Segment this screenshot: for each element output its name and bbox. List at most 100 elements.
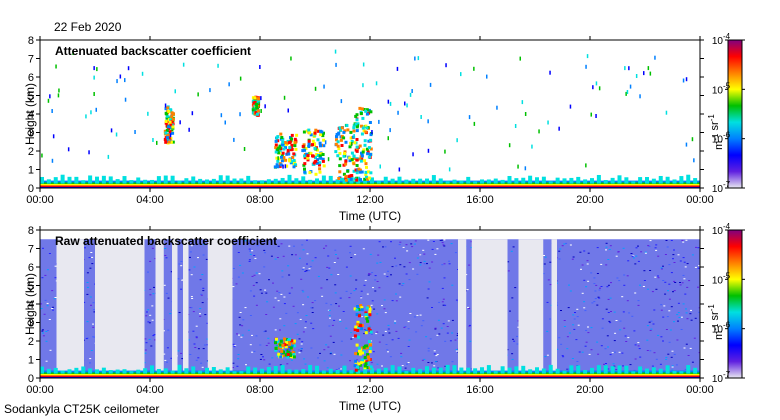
noise-speck [202,348,205,350]
noise-speck [202,290,205,292]
cloud-cell [359,112,363,115]
noise-speck [650,328,653,330]
noise-speck [264,252,266,254]
noise-speck [300,278,303,280]
noise-speck [46,330,49,331]
noise-speck [516,343,519,345]
cloud-cell [284,158,288,162]
boundary-layer-edge [383,176,388,184]
speckle [260,109,262,113]
cloud-cell [367,340,371,344]
noise-speck [597,296,600,298]
noise-speck [352,336,355,338]
speckle [277,156,279,161]
noise-speck [679,284,682,286]
speckle [107,154,110,159]
noise-speck [83,301,86,303]
colorbar-tick-label: 10-4 [712,32,731,47]
speckle [396,66,399,71]
noise-speck [187,339,190,341]
boundary-layer-edge [88,175,93,184]
noise-speck [647,245,650,247]
noise-speck [353,290,356,292]
noise-speck [677,312,680,314]
noise-speck [163,330,165,332]
noise-speck [374,275,377,277]
y-tick-label: 2 [28,146,34,158]
noise-speck [593,277,596,279]
noise-speck [371,300,374,302]
noise-speck [150,240,153,242]
noise-speck [181,279,184,281]
noise-speck [325,344,328,346]
noise-speck [637,342,640,344]
noise-speck [386,349,389,351]
noise-speck [203,243,205,245]
boundary-layer-edge [528,369,533,374]
noise-speck [321,295,324,297]
speckle [514,124,517,128]
cloud-cell [364,124,368,128]
low-signal-region [95,239,145,378]
cloud-cell [367,146,371,150]
noise-speck [151,247,154,249]
noise-speck [355,279,358,281]
noise-speck [467,306,469,308]
noise-speck [335,254,337,255]
noise-speck [558,250,561,252]
cloud-cell [307,139,311,143]
boundary-layer-edge [328,368,333,374]
noise-speck [601,327,604,329]
colorbar-unit-label: m-1 sr-1 [707,304,725,340]
noise-speck [405,244,408,246]
cloud-cell [352,126,356,130]
noise-speck [390,241,392,243]
boundary-layer-edge [514,366,519,374]
noise-speck [444,340,447,342]
speckle [90,110,92,115]
cloud-cell [318,161,322,165]
noise-speck [643,280,646,281]
speckle [259,65,261,69]
noise-speck [660,309,663,311]
cloud-cell [312,142,316,145]
noise-speck [317,357,319,359]
speckle [282,164,284,169]
noise-speck [517,326,520,328]
noise-speck [671,365,674,367]
boundary-layer-edge [108,176,113,184]
cloud-cell [291,156,295,159]
speckle [595,81,598,86]
noise-speck [670,356,673,358]
boundary-layer-edge [431,367,436,374]
speckle [350,142,353,147]
cloud-cell [354,123,358,126]
noise-speck [40,308,43,309]
noise-speck [267,337,270,339]
noise-speck [549,261,552,263]
colorbar-tick-label: 10-5 [712,271,731,286]
speckle [124,97,127,102]
cloud-cell [308,171,312,175]
cloud-cell [275,163,279,167]
boundary-layer-edge [40,366,44,374]
noise-speck [637,245,639,247]
noise-speck [446,326,449,327]
cloud-cell [280,159,284,163]
cloud-cell [361,351,364,355]
speckle [549,70,551,75]
noise-speck [575,339,578,341]
noise-speck [609,354,612,356]
noise-speck [423,253,426,255]
cloud-cell [291,351,295,354]
noise-speck [378,241,381,243]
x-tick-label: 00:00 [686,194,714,206]
noise-speck [350,338,353,340]
speckle [444,149,446,154]
noise-speck [265,345,268,346]
cloud-cell [369,365,373,369]
noise-speck [407,362,410,363]
cloud-cell [342,163,346,167]
noise-speck [635,247,638,249]
noise-speck [507,270,510,272]
